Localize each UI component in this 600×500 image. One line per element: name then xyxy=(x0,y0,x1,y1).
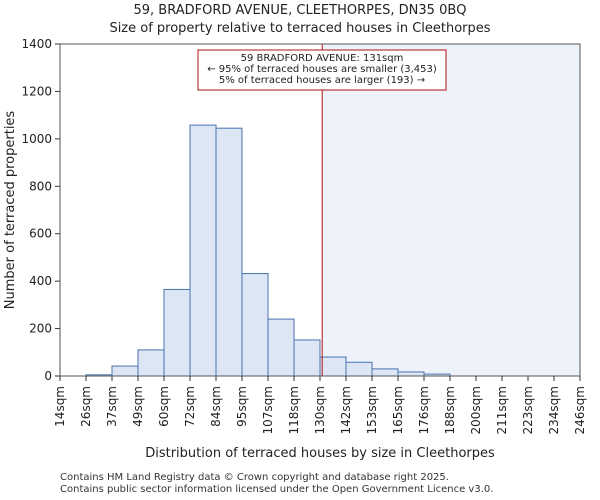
footer: Contains HM Land Registry data © Crown c… xyxy=(60,472,493,496)
y-tick-label: 800 xyxy=(29,179,52,193)
bar-153sqm xyxy=(371,368,399,377)
x-tick-label: 95sqm xyxy=(235,386,249,427)
annotation-line-3: 5% of terraced houses are larger (193) → xyxy=(219,75,425,86)
y-tick-label: 200 xyxy=(29,322,52,336)
bar-84sqm xyxy=(215,127,243,377)
y-tick-label: 1200 xyxy=(21,84,52,98)
x-tick-label: 107sqm xyxy=(261,386,275,434)
bar-95sqm xyxy=(241,273,269,377)
x-tick-label: 72sqm xyxy=(183,386,197,427)
x-tick-label: 211sqm xyxy=(495,386,509,434)
y-axis-label: Number of terraced properties xyxy=(3,111,18,310)
chart-title: 59, BRADFORD AVENUE, CLEETHORPES, DN35 0… xyxy=(133,3,467,18)
x-tick-label: 188sqm xyxy=(443,386,457,434)
bar-37sqm xyxy=(111,365,139,377)
x-tick-label: 118sqm xyxy=(287,386,301,434)
bars xyxy=(85,124,451,377)
bar-107sqm xyxy=(267,318,295,377)
footer-line-1: Contains HM Land Registry data © Crown c… xyxy=(60,472,449,483)
x-tick-label: 37sqm xyxy=(105,386,119,427)
x-tick-label: 165sqm xyxy=(391,386,405,434)
bar-49sqm xyxy=(137,349,165,377)
chart-subtitle: Size of property relative to terraced ho… xyxy=(109,21,491,36)
bar-72sqm xyxy=(189,124,217,377)
annotation-line-2: ← 95% of terraced houses are smaller (3,… xyxy=(207,64,437,75)
y-tick-label: 1400 xyxy=(21,37,52,51)
x-tick-label: 26sqm xyxy=(79,386,93,427)
bar-130sqm xyxy=(319,356,347,377)
x-tick-label: 130sqm xyxy=(313,386,327,434)
y-tick-label: 0 xyxy=(44,369,52,383)
title-block: 59, BRADFORD AVENUE, CLEETHORPES, DN35 0… xyxy=(0,2,600,38)
footer-line-2: Contains public sector information licen… xyxy=(60,484,494,495)
bar-118sqm xyxy=(293,339,321,377)
y-axis-ticks: 0 200 400 600 800 1000 1200 1400 xyxy=(21,37,60,383)
y-tick-label: 600 xyxy=(29,227,52,241)
x-tick-label: 14sqm xyxy=(53,386,67,427)
x-tick-label: 142sqm xyxy=(339,386,353,434)
histogram-chart: 0 200 400 600 800 1000 1200 1400 14sqm 26sqm 37sq… xyxy=(3,37,587,461)
x-tick-label: 234sqm xyxy=(547,386,561,434)
x-tick-label: 246sqm xyxy=(573,386,587,434)
y-tick-label: 400 xyxy=(29,274,52,288)
bar-142sqm xyxy=(345,361,373,377)
x-tick-label: 84sqm xyxy=(209,386,223,427)
larger-properties-region xyxy=(322,44,580,376)
x-axis-label: Distribution of terraced houses by size … xyxy=(145,446,495,461)
annotation-border xyxy=(197,49,447,91)
x-tick-label: 153sqm xyxy=(365,386,379,434)
bar-60sqm xyxy=(163,288,191,377)
bar-165sqm xyxy=(397,371,425,377)
annotation-line-1: 59 BRADFORD AVENUE: 131sqm xyxy=(241,53,404,64)
x-axis-ticks: 14sqm 26sqm 37sqm 49sqm 60sqm 72sqm 84sqm 95sqm… xyxy=(53,376,587,434)
annotation-box: 59 BRADFORD AVENUE: 131sqm ← 95% of terr… xyxy=(197,49,447,91)
y-tick-label: 1000 xyxy=(21,132,52,146)
x-tick-label: 176sqm xyxy=(417,386,431,434)
x-tick-label: 200sqm xyxy=(469,386,483,434)
x-tick-label: 60sqm xyxy=(157,386,171,427)
x-tick-label: 223sqm xyxy=(521,386,535,434)
x-tick-label: 49sqm xyxy=(131,386,145,427)
